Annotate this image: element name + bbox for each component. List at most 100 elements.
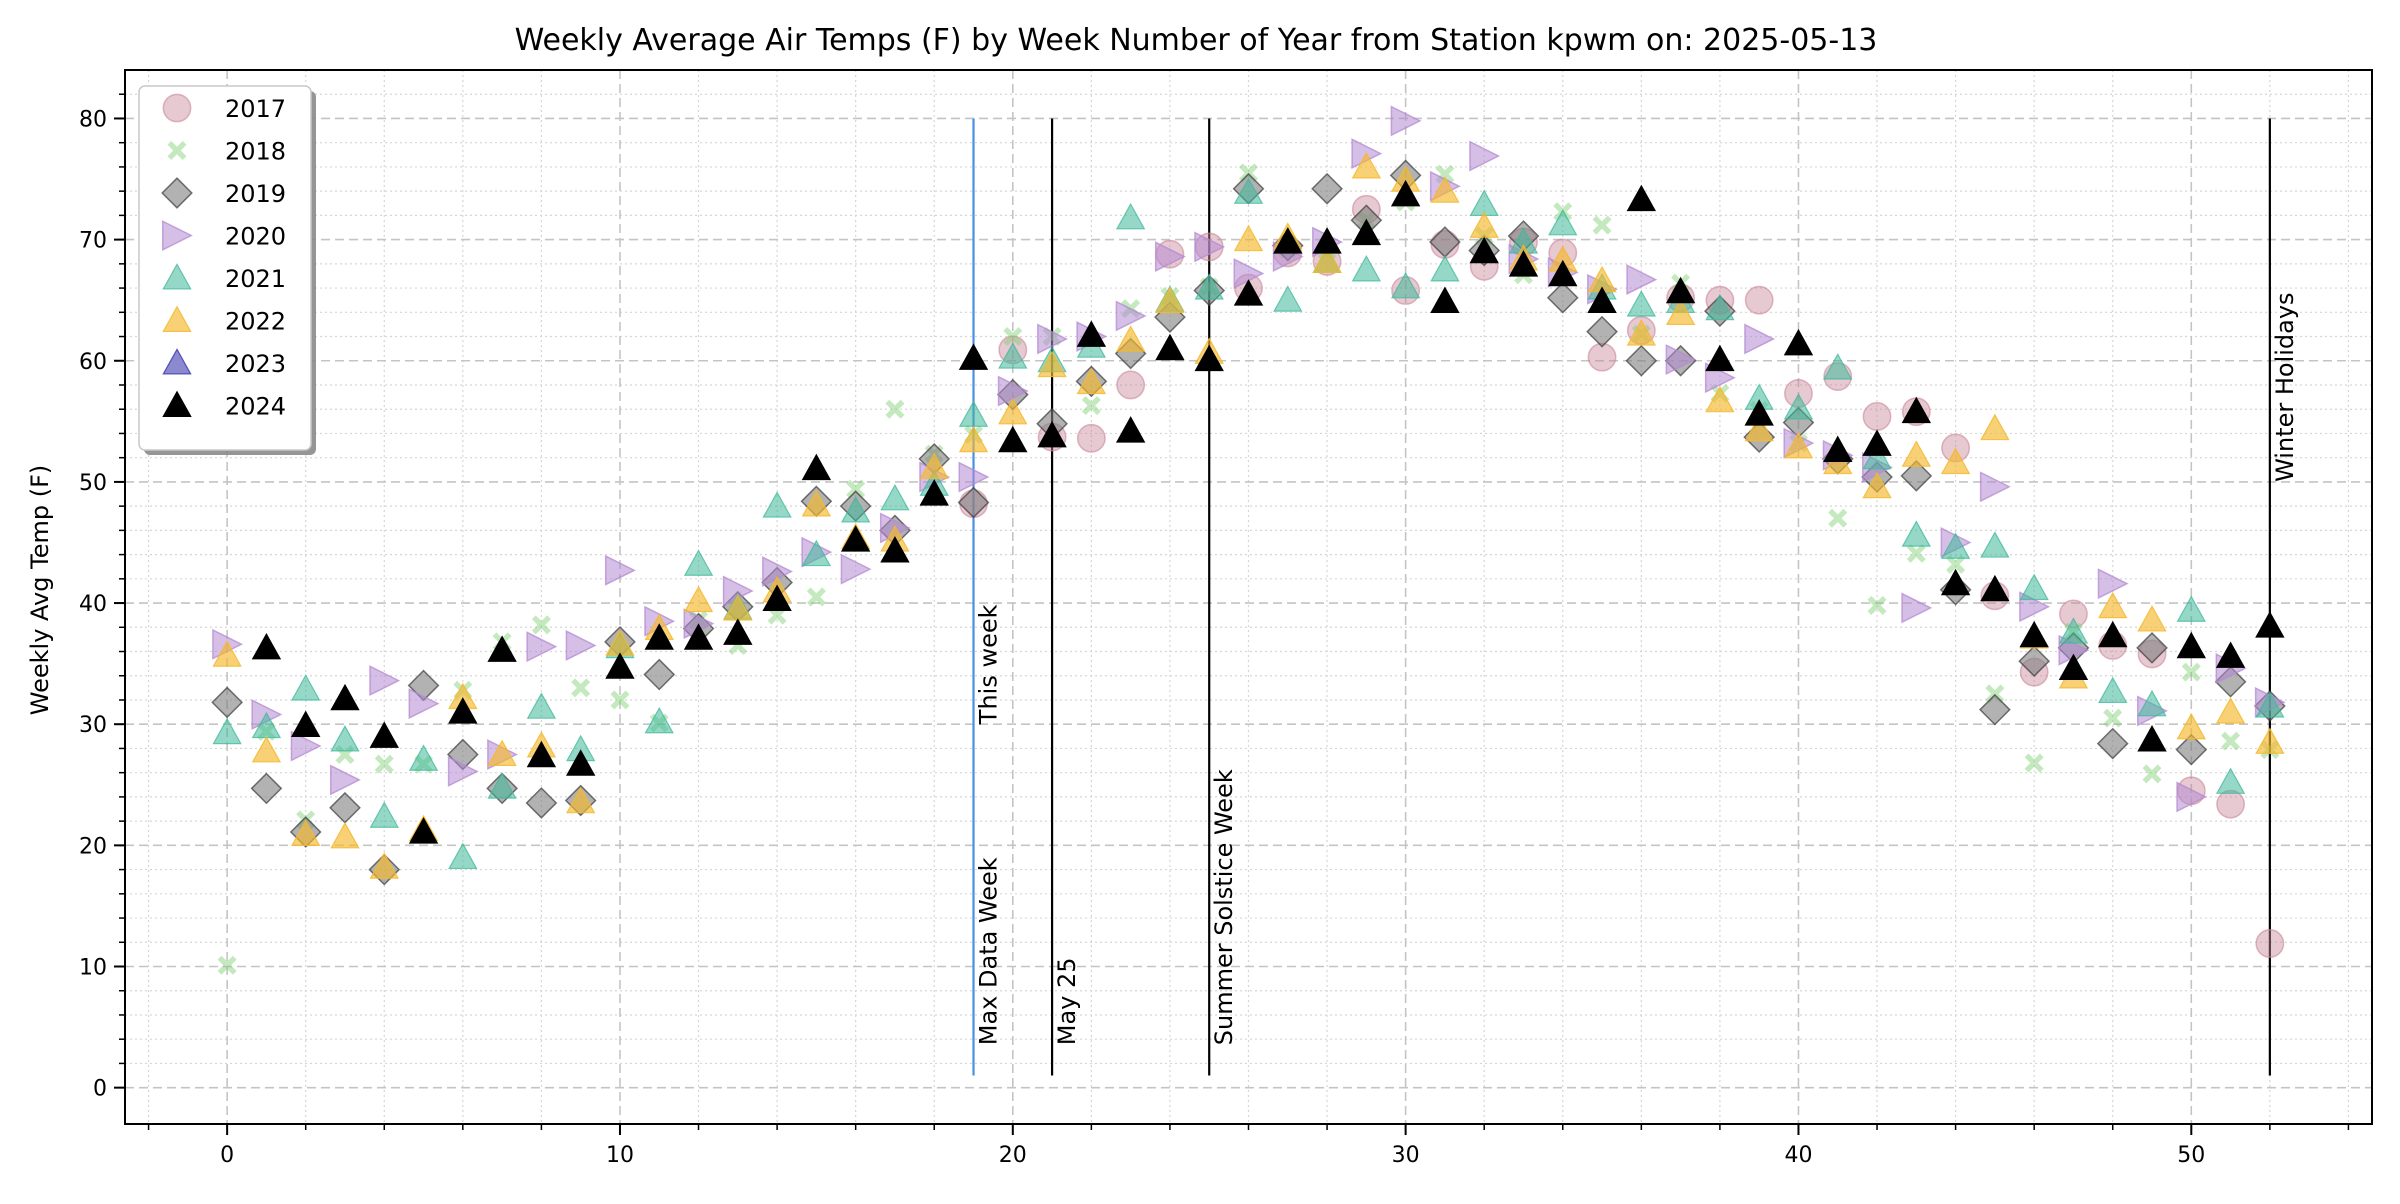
data-point-2022: [1901, 440, 1932, 467]
data-point-2024: [1823, 435, 1853, 462]
data-point-2019: [2096, 727, 2129, 760]
axes-layer: 0 10 20 30 40 50 0 10 20 30 40 50 60 70 80: [79, 69, 2373, 1168]
data-point-2024: [291, 710, 321, 737]
data-point-2022: [1705, 385, 1735, 413]
x-tick-label: 30: [1392, 1143, 1420, 1168]
data-point-2024: [1587, 286, 1617, 313]
data-point-2020: [1194, 231, 1226, 263]
data-point-2020: [604, 554, 636, 586]
data-point-2024: [762, 584, 792, 611]
data-point-2021: [801, 539, 832, 567]
x-tick-label: 10: [606, 1143, 634, 1168]
data-point-2017: [2255, 929, 2285, 958]
data-point-2021: [762, 491, 792, 518]
data-point-2020: [840, 553, 872, 585]
data-point-2024: [2255, 611, 2285, 638]
data-point-2020: [958, 461, 990, 493]
y-axis-title: Weekly Avg Temp (F): [26, 465, 54, 715]
data-point-2024: [1233, 279, 1264, 306]
y-tick-label: 80: [79, 107, 107, 132]
data-point-2021: [1940, 532, 1971, 559]
data-point-2021: [1194, 273, 1224, 300]
data-point-2024: [1665, 276, 1696, 304]
data-point-2018: [2024, 753, 2044, 773]
legend-label: 2023: [225, 350, 286, 378]
data-point-2024: [330, 683, 360, 711]
data-point-2021: [448, 842, 478, 870]
data-point-2024: [840, 525, 871, 552]
data-point-2021: [1390, 271, 1421, 299]
data-point-2021: [683, 549, 714, 576]
data-point-2019: [211, 686, 244, 719]
data-point-2022: [1430, 176, 1460, 203]
data-point-2024: [2176, 631, 2206, 659]
data-point-2020: [369, 665, 401, 697]
data-point-2024: [2019, 620, 2049, 648]
data-point-2022: [1155, 286, 1185, 313]
data-point-2018: [1906, 543, 1926, 563]
legend-marker-2021: [162, 263, 192, 290]
data-point-2024: [1469, 236, 1499, 264]
data-point-2022: [1862, 471, 1892, 499]
y-tick-label: 10: [79, 956, 107, 981]
data-point-2022: [998, 397, 1028, 425]
data-point-2022: [958, 425, 989, 453]
vertical-line-label: Winter Holidays: [2271, 292, 2299, 481]
legend-marker-2019: [161, 177, 193, 209]
data-point-2022: [369, 852, 399, 879]
data-point-2018: [571, 678, 591, 698]
data-point-2022: [1076, 367, 1107, 395]
data-point-2018: [217, 955, 237, 975]
data-point-2024: [1508, 250, 1539, 277]
data-point-2024: [1390, 179, 1421, 207]
data-point-2024: [1076, 320, 1107, 347]
data-point-2020: [408, 688, 440, 720]
data-point-2024: [683, 623, 714, 650]
data-point-2019: [1586, 315, 1618, 348]
data-point-2022: [291, 819, 321, 846]
data-point-2018: [1867, 595, 1887, 615]
legend-label: 2021: [225, 265, 286, 293]
data-point-2024: [565, 749, 596, 776]
data-point-2024: [1430, 286, 1460, 313]
x-tick-label: 20: [999, 1143, 1027, 1168]
data-point-2022: [565, 786, 596, 814]
data-point-2024: [644, 623, 674, 650]
data-point-2021: [998, 342, 1028, 369]
data-point-2021: [1783, 393, 1814, 420]
data-point-2018: [2181, 662, 2201, 682]
legend: 2017 2018 2019 2020 2021 2022 2023 2024: [138, 85, 316, 455]
data-point-2019: [2136, 632, 2168, 664]
data-point-2019: [1625, 344, 1658, 377]
data-point-2024: [1312, 227, 1342, 254]
data-point-2020: [1154, 241, 1186, 273]
data-point-2017: [1744, 285, 1774, 315]
data-point-2022: [801, 490, 832, 517]
y-tick-label: 60: [79, 350, 107, 375]
data-point-2022: [1665, 298, 1696, 326]
x-tick-label: 40: [1784, 1143, 1812, 1168]
data-point-2021: [2098, 676, 2128, 704]
data-point-2020: [1626, 264, 1658, 296]
data-point-2021: [1705, 293, 1735, 321]
data-point-2024: [1901, 396, 1932, 424]
data-point-2018: [1946, 554, 1966, 574]
legend-label: 2017: [225, 95, 286, 123]
y-tick-label: 20: [79, 834, 107, 859]
legend-label: 2022: [225, 308, 286, 336]
data-point-2018: [374, 754, 394, 774]
data-point-2021: [1273, 285, 1303, 312]
data-point-2022: [251, 735, 282, 763]
data-point-2021: [1823, 353, 1853, 380]
data-point-2024: [801, 453, 832, 481]
data-point-2021: [369, 801, 399, 828]
vertical-line-label: May 25: [1053, 957, 1081, 1045]
data-point-2019: [2175, 733, 2208, 766]
x-tick-label: 0: [220, 1143, 234, 1168]
data-point-2020: [1665, 344, 1697, 376]
data-point-2024: [605, 652, 635, 679]
data-point-2024: [2137, 725, 2167, 752]
y-tick-label: 70: [79, 229, 107, 254]
data-point-2024: [1940, 568, 1971, 596]
vertical-line-label: Max Data Week: [975, 857, 1003, 1045]
